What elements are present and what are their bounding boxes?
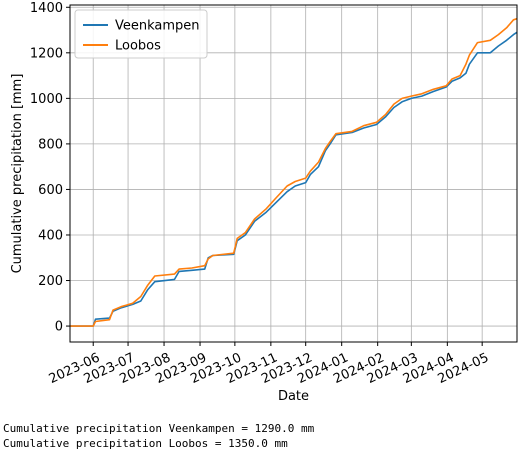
series-layer	[70, 17, 518, 327]
output-line-loobos: Cumulative precipitation Loobos = 1350.0…	[3, 437, 288, 450]
y-tick-label: 0	[55, 320, 63, 335]
legend: Veenkampen Loobos	[74, 9, 208, 59]
grid-lines	[70, 5, 517, 342]
y-axis-ticks: 0 200 400 600 800 1000 1200 1400	[30, 1, 70, 335]
y-tick-label: 1000	[30, 92, 63, 107]
y-tick-label: 200	[38, 274, 63, 289]
y-tick-label: 800	[38, 137, 63, 152]
x-axis-ticks: 2023-062023-072023-082023-092023-102023-…	[47, 342, 491, 387]
output-text: Cumulative precipitation Veenkampen = 12…	[3, 421, 314, 451]
legend-label-loobos: Loobos	[115, 39, 161, 54]
y-tick-label: 400	[38, 228, 63, 243]
output-line-veenkampen: Cumulative precipitation Veenkampen = 12…	[3, 422, 315, 435]
series-line-loobos	[70, 17, 518, 327]
y-tick-label: 1400	[30, 1, 63, 16]
plot-frame	[69, 4, 518, 343]
x-axis-label: Date	[278, 389, 309, 404]
precipitation-chart: 0 200 400 600 800 1000 1200 1400 2023-062023-07…	[10, 1, 518, 404]
y-axis-label: Cumulative precipitation [mm]	[10, 74, 25, 274]
y-tick-label: 1200	[30, 46, 63, 61]
legend-label-veenkampen: Veenkampen	[115, 19, 200, 34]
y-tick-label: 600	[38, 183, 63, 198]
series-line-veenkampen	[70, 31, 518, 327]
